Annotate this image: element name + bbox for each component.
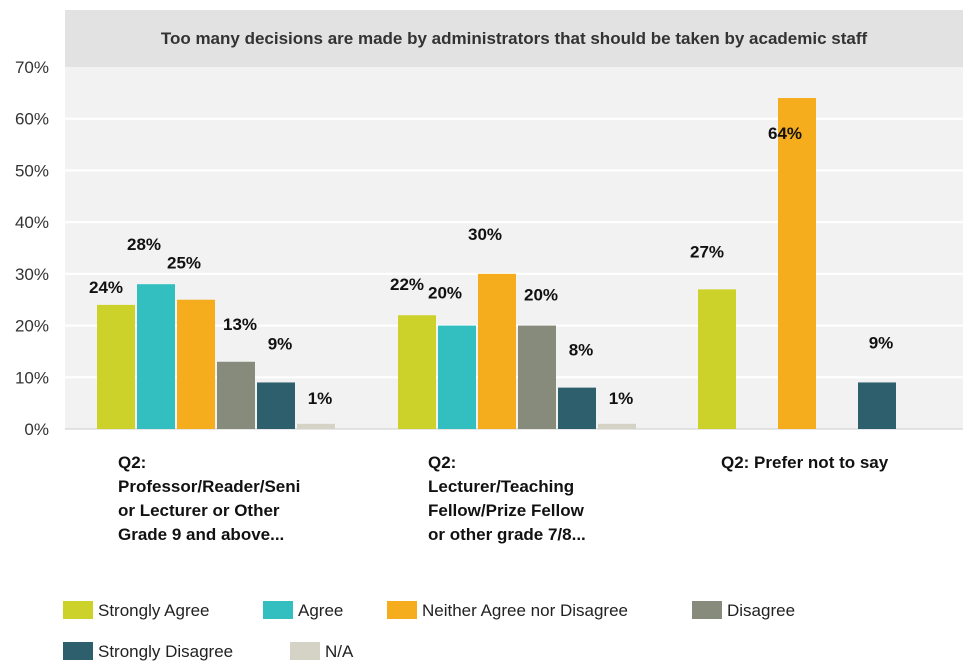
bar <box>257 382 295 429</box>
y-tick-label: 60% <box>15 110 49 129</box>
data-label: 22% <box>390 275 424 294</box>
category-label: Grade 9 and above... <box>118 525 284 544</box>
data-labels: 24% 22% 27% 28% 20% 25% 30% 64% 13% 20% 9% 8% 9% 1% 1% <box>89 124 893 408</box>
category-labels: Q2: Professor/Reader/Seni or Lecturer or O… <box>118 453 889 544</box>
data-label: 13% <box>223 315 257 334</box>
data-label: 64% <box>768 124 802 143</box>
y-tick-label: 30% <box>15 265 49 284</box>
data-label: 9% <box>268 334 293 353</box>
category-label: Q2: <box>428 453 456 472</box>
bar <box>217 361 255 429</box>
legend-swatch <box>692 601 722 619</box>
bars <box>97 98 896 430</box>
y-tick-label: 20% <box>15 317 49 336</box>
bar <box>97 304 135 429</box>
bar <box>398 315 436 429</box>
bar <box>137 284 175 429</box>
data-label: 30% <box>468 225 502 244</box>
y-tick-label: 40% <box>15 213 49 232</box>
bar <box>478 273 516 429</box>
legend-label: Strongly Agree <box>98 601 210 620</box>
legend-swatch <box>63 642 93 660</box>
bar <box>778 98 816 430</box>
y-tick-label: 70% <box>15 58 49 77</box>
legend-label: N/A <box>325 642 354 661</box>
legend-label: Neither Agree nor Disagree <box>422 601 628 620</box>
y-tick-label: 0% <box>24 420 49 439</box>
bar <box>858 382 896 429</box>
legend-swatch <box>263 601 293 619</box>
legend-swatch <box>63 601 93 619</box>
category-label: Q2: Prefer not to say <box>721 453 889 472</box>
y-axis-ticks: 0% 10% 20% 30% 40% 50% 60% 70% <box>15 58 49 439</box>
category-label: Fellow/Prize Fellow <box>428 501 585 520</box>
data-label: 25% <box>167 254 201 273</box>
bar <box>518 325 556 429</box>
legend-label: Strongly Disagree <box>98 642 233 661</box>
data-label: 20% <box>524 286 558 305</box>
bar <box>558 387 596 429</box>
title-banner <box>65 10 963 67</box>
data-label: 24% <box>89 278 123 297</box>
category-label: Lecturer/Teaching <box>428 477 574 496</box>
legend-swatch <box>387 601 417 619</box>
bar <box>438 325 476 429</box>
category-label: Professor/Reader/Seni <box>118 477 300 496</box>
data-label: 8% <box>569 341 594 360</box>
legend-label: Agree <box>298 601 343 620</box>
data-label: 27% <box>690 242 724 261</box>
data-label: 1% <box>308 389 333 408</box>
y-tick-label: 10% <box>15 368 49 387</box>
category-label: or other grade 7/8... <box>428 525 586 544</box>
legend-swatch <box>290 642 320 660</box>
bar <box>598 423 636 429</box>
category-label: Q2: <box>118 453 146 472</box>
legend: Strongly Agree Agree Neither Agree nor Dis… <box>63 601 795 661</box>
legend-label: Disagree <box>727 601 795 620</box>
data-label: 9% <box>869 333 894 352</box>
data-label: 20% <box>428 284 462 303</box>
data-label: 28% <box>127 235 161 254</box>
data-label: 1% <box>609 389 634 408</box>
y-tick-label: 50% <box>15 161 49 180</box>
bar <box>177 299 215 429</box>
chart-title: Too many decisions are made by administr… <box>161 29 868 48</box>
bar <box>698 289 736 429</box>
bar <box>297 423 335 429</box>
category-label: or Lecturer or Other <box>118 501 280 520</box>
